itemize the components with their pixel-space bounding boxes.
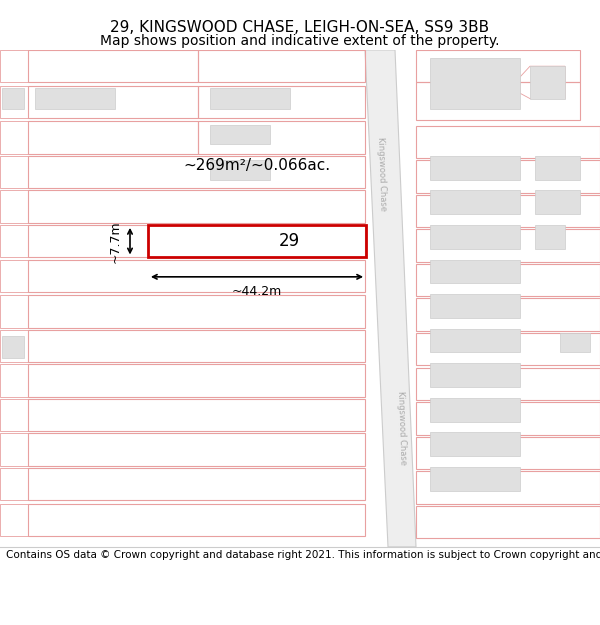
Bar <box>560 333 590 352</box>
Bar <box>28 434 365 466</box>
Bar <box>530 66 565 99</box>
Bar <box>2 336 24 358</box>
Bar <box>416 368 600 400</box>
Bar <box>416 437 600 469</box>
Bar <box>430 294 520 318</box>
Text: Kingswood Chase: Kingswood Chase <box>396 391 408 465</box>
Bar <box>430 467 520 491</box>
Bar <box>0 225 28 258</box>
Bar <box>28 295 365 328</box>
Bar <box>535 191 580 214</box>
Bar <box>0 330 28 362</box>
Text: Map shows position and indicative extent of the property.: Map shows position and indicative extent… <box>100 34 500 48</box>
Bar <box>430 225 520 249</box>
Bar <box>430 363 520 387</box>
Bar <box>28 121 198 154</box>
Bar <box>416 402 600 434</box>
Bar <box>0 121 28 154</box>
Bar <box>28 225 365 258</box>
Bar <box>535 225 565 249</box>
Bar <box>416 160 600 192</box>
Bar <box>535 156 580 179</box>
Bar <box>28 156 365 188</box>
Bar <box>148 225 366 258</box>
Bar <box>430 259 520 283</box>
Bar <box>416 229 600 262</box>
Bar <box>210 160 270 179</box>
Bar <box>416 195 600 227</box>
Bar <box>28 468 365 501</box>
Bar <box>416 471 600 504</box>
Bar <box>416 126 600 158</box>
Bar <box>416 506 600 538</box>
Bar <box>430 58 520 109</box>
Bar <box>0 434 28 466</box>
Bar <box>416 264 600 296</box>
Bar <box>430 398 520 422</box>
Bar <box>430 191 520 214</box>
Bar <box>0 468 28 501</box>
Bar <box>28 399 365 431</box>
Bar <box>2 88 24 109</box>
Polygon shape <box>365 50 416 547</box>
Bar <box>28 86 198 118</box>
Bar <box>0 504 28 536</box>
Bar <box>0 364 28 397</box>
Bar <box>35 88 115 109</box>
Bar <box>28 50 198 82</box>
Text: ~269m²/~0.066ac.: ~269m²/~0.066ac. <box>184 158 331 173</box>
Bar <box>28 504 365 536</box>
Bar <box>416 333 600 366</box>
Bar <box>0 295 28 328</box>
Bar <box>28 259 365 292</box>
Bar <box>210 88 290 109</box>
Bar <box>210 124 270 144</box>
Text: ~44.2m: ~44.2m <box>232 286 282 299</box>
Bar <box>28 364 365 397</box>
Bar <box>0 86 28 118</box>
Bar <box>430 156 520 179</box>
Bar <box>0 191 28 223</box>
Text: Contains OS data © Crown copyright and database right 2021. This information is : Contains OS data © Crown copyright and d… <box>6 550 600 560</box>
Bar <box>0 399 28 431</box>
Bar <box>198 86 365 118</box>
Bar <box>0 50 28 82</box>
Bar <box>198 50 365 82</box>
Text: 29, KINGSWOOD CHASE, LEIGH-ON-SEA, SS9 3BB: 29, KINGSWOOD CHASE, LEIGH-ON-SEA, SS9 3… <box>110 20 490 35</box>
Bar <box>0 156 28 188</box>
Text: Kingswood Chase: Kingswood Chase <box>376 137 388 211</box>
Bar <box>28 191 365 223</box>
Bar <box>0 259 28 292</box>
Bar <box>198 121 365 154</box>
Bar <box>28 330 365 362</box>
Bar <box>430 329 520 352</box>
Text: 29: 29 <box>279 232 300 250</box>
Bar <box>430 432 520 456</box>
Bar <box>416 298 600 331</box>
Text: ~7.7m: ~7.7m <box>109 220 122 262</box>
